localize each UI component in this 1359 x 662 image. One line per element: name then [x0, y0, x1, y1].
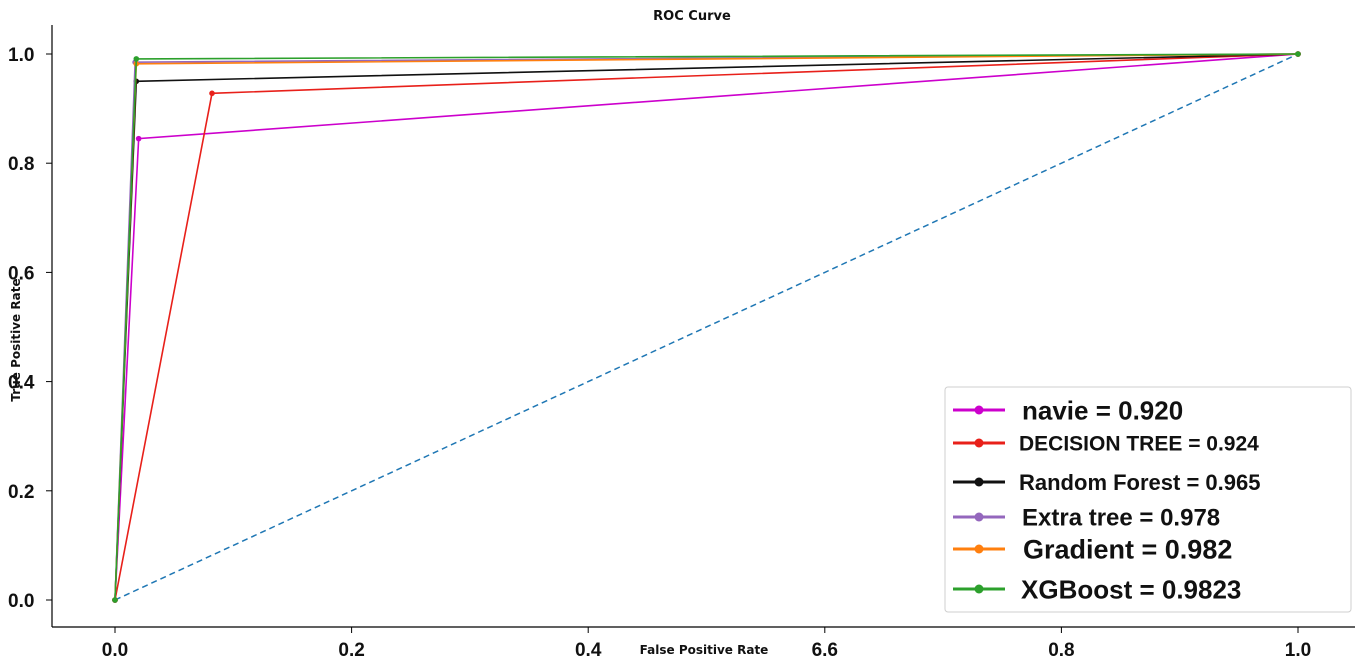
y-ticks: 0.0 0.2 0.4 0.6 0.8 1.0 — [8, 45, 52, 612]
legend-box — [944, 386, 1352, 613]
legend-swatch-marker — [974, 438, 984, 448]
series-point-5 — [133, 56, 140, 62]
x-ticks: 0.0 0.2 0.4 6.6 0.8 1.0 — [102, 627, 1311, 661]
series-point-5 — [1295, 51, 1301, 57]
reference-line-group — [114, 53, 1299, 601]
x-tick-label: 6.6 — [812, 640, 838, 661]
legend-swatch-marker — [974, 477, 984, 487]
y-tick-label: 1.0 — [8, 45, 34, 66]
y-tick-label: 0.0 — [8, 591, 34, 612]
chart-title: ROC Curve — [653, 9, 731, 24]
x-tick-label: 0.8 — [1048, 640, 1074, 661]
y-tick-label: 0.4 — [8, 373, 35, 394]
legend-entry-label: XGBoost = 0.9823 — [1021, 574, 1241, 604]
series-point-5 — [112, 597, 118, 603]
x-axis-label: False Positive Rate — [640, 643, 769, 657]
legend-swatch-marker — [974, 405, 984, 415]
reference-diagonal-line — [114, 53, 1299, 601]
legend-entry-label: Extra tree = 0.978 — [1022, 505, 1220, 532]
legend: navie = 0.920 DECISION TREE = 0.924 Random… — [944, 386, 1352, 613]
y-tick-label: 0.6 — [8, 263, 34, 284]
legend-entry-label: DECISION TREE = 0.924 — [1019, 433, 1259, 456]
legend-entry-label: Random Forest = 0.965 — [1019, 470, 1260, 495]
y-tick-label: 0.8 — [8, 154, 34, 175]
y-tick-label: 0.2 — [8, 482, 34, 503]
series-point-0 — [135, 135, 142, 142]
x-tick-label: 1.0 — [1285, 640, 1311, 661]
legend-swatch-marker — [974, 544, 984, 554]
x-tick-label: 0.0 — [102, 640, 128, 661]
series-group — [112, 51, 1301, 603]
legend-entry-label: Gradient = 0.982 — [1023, 535, 1232, 565]
x-tick-label: 0.4 — [575, 640, 602, 661]
legend-swatch-marker — [974, 584, 984, 594]
series-point-1 — [209, 90, 215, 97]
legend-entry-label: navie = 0.920 — [1022, 395, 1183, 425]
x-tick-label: 0.2 — [338, 640, 364, 661]
y-axis-label: True Positive Rate — [9, 278, 23, 401]
legend-swatch-marker — [974, 512, 984, 522]
